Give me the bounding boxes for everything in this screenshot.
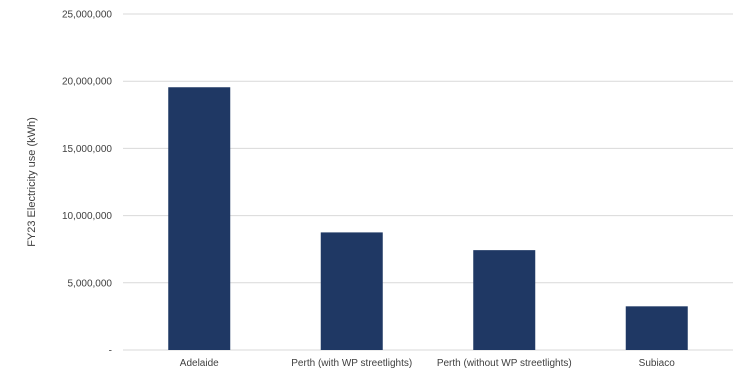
bar-2 xyxy=(320,232,383,350)
bars xyxy=(168,87,688,351)
y-tick-label: 5,000,000 xyxy=(68,278,113,289)
bar-4 xyxy=(625,306,688,350)
y-axis-ticks: - 5,000,000 10,000,000 15,000,000 20,000,000… xyxy=(62,10,112,357)
y-tick-label: 10,000,000 xyxy=(62,211,112,222)
y-tick-label: 25,000,000 xyxy=(62,10,112,21)
bar-1 xyxy=(168,87,231,351)
x-axis-ticks: Adelaide Perth (with WP streetlights) Pert… xyxy=(180,358,675,369)
y-axis-title: FY23 Electricity use (kWh) xyxy=(26,117,38,247)
x-tick-label: Subiaco xyxy=(639,358,676,369)
y-tick-label: 15,000,000 xyxy=(62,144,112,155)
bar-3 xyxy=(473,250,536,350)
x-tick-label: Perth (with WP streetlights) xyxy=(291,358,412,369)
y-tick-label: - xyxy=(109,346,112,357)
y-tick-label: 20,000,000 xyxy=(62,77,112,88)
x-tick-label: Perth (without WP streetlights) xyxy=(437,358,572,369)
x-tick-label: Adelaide xyxy=(180,358,219,369)
